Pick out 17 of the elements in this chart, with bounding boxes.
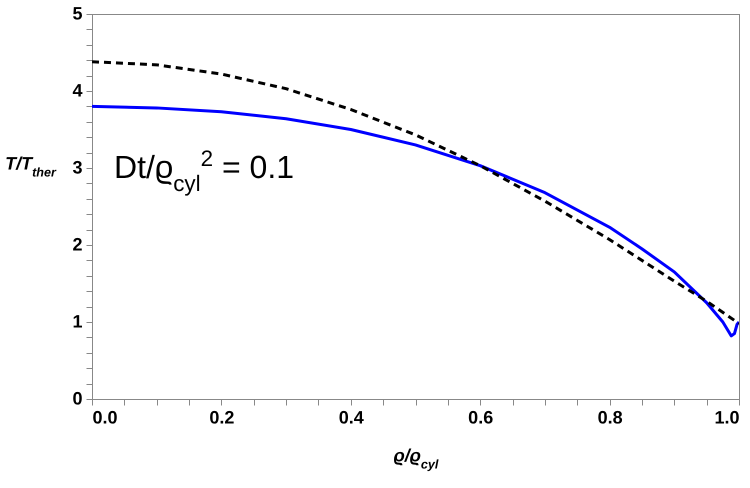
y-axis-title: T/T$_{ther}$: [5, 154, 57, 180]
y-tick-label: 1: [72, 312, 82, 332]
x-tick-label: 0.0: [92, 408, 118, 428]
x-tick-label: 0.6: [468, 408, 494, 428]
x-tick-label: 0.4: [338, 408, 364, 428]
y-tick-label: 4: [72, 80, 82, 100]
y-tick-label: 5: [72, 4, 82, 24]
x-tick-label: 1.0: [714, 408, 740, 428]
x-tick-label: 0.2: [209, 408, 234, 428]
y-tick-label: 3: [72, 158, 82, 178]
y-tick-label: 2: [72, 234, 82, 254]
y-tick-label: 0: [72, 388, 82, 408]
x-axis-title: ϱ/ϱ$_{cyl}$: [394, 446, 439, 472]
annotation: Dt/ϱ$_{cyl}$$^{2}$ = 0.1: [114, 146, 294, 196]
line-series: [92, 104, 739, 338]
line-series: [92, 60, 739, 326]
x-tick-label: 0.8: [598, 408, 623, 428]
